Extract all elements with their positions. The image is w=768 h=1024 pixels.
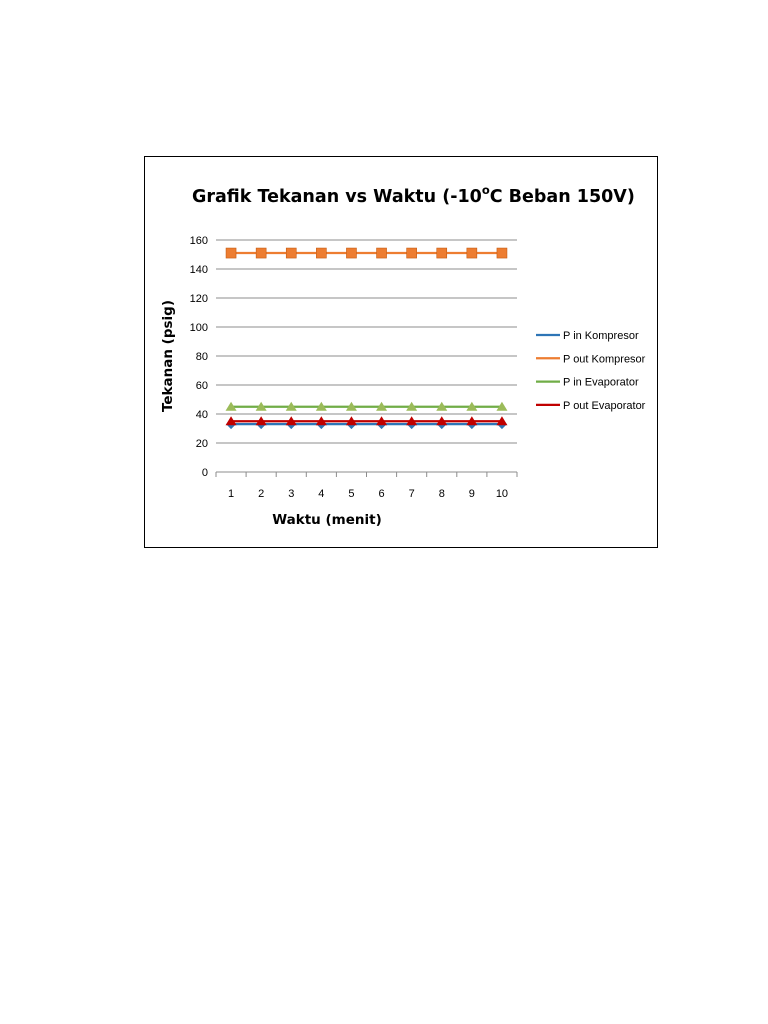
data-point — [225, 247, 237, 259]
x-tick-label: 6 — [378, 488, 384, 500]
y-tick-label: 100 — [190, 322, 208, 334]
legend-label: P out Evaporator — [563, 400, 646, 412]
data-point — [255, 247, 267, 259]
x-tick-label: 1 — [228, 488, 234, 500]
data-point — [496, 247, 508, 259]
series-3 — [225, 416, 508, 426]
data-point — [376, 247, 387, 259]
data-point — [496, 416, 508, 426]
data-point — [225, 416, 237, 426]
data-point — [285, 416, 297, 426]
x-tick-label: 8 — [439, 488, 445, 500]
data-point — [406, 247, 417, 259]
data-point — [406, 401, 418, 411]
chart-frame: Grafik Tekanan vs Waktu (-10oC Beban 150… — [144, 156, 658, 548]
chart-canvas: Grafik Tekanan vs Waktu (-10oC Beban 150… — [160, 183, 646, 528]
y-tick-label: 160 — [190, 235, 208, 247]
axes: 0 20 40 60 80 100 120 140 160 1 2 3 4 5 6 7 8 9 10 — [190, 235, 518, 500]
series-2 — [225, 401, 508, 411]
chart-title: Grafik Tekanan vs Waktu (-10oC Beban 150… — [192, 183, 635, 207]
x-tick-label: 3 — [288, 488, 294, 500]
data-point — [466, 247, 478, 259]
y-tick-label: 60 — [196, 380, 208, 392]
y-tick-label: 80 — [196, 351, 208, 363]
y-tick-label: 0 — [202, 467, 208, 479]
data-point — [436, 247, 448, 259]
legend-item: P out Evaporator — [536, 400, 646, 412]
y-tick-label: 20 — [196, 438, 208, 450]
data-point — [316, 247, 327, 259]
legend-item: P in Evaporator — [536, 377, 639, 389]
data-point — [315, 416, 327, 426]
y-tick-label: 40 — [196, 409, 208, 421]
legend-label: P in Evaporator — [563, 377, 639, 389]
series-layer — [225, 247, 508, 430]
legend-label: P out Kompresor — [563, 353, 646, 365]
chart-title-main: Grafik Tekanan vs Waktu (-10 — [192, 187, 482, 207]
y-axis-title: Tekanan (psig) — [160, 300, 176, 412]
x-tick-label: 4 — [318, 488, 324, 500]
legend: P in Kompresor P out Kompresor P in Evapor… — [536, 330, 646, 412]
x-tick-label: 9 — [469, 488, 475, 500]
legend-item: P out Kompresor — [536, 353, 646, 365]
data-point — [285, 247, 297, 259]
data-point — [406, 416, 418, 426]
data-point — [346, 247, 357, 259]
x-tick-label: 5 — [348, 488, 354, 500]
legend-label: P in Kompresor — [563, 330, 639, 342]
data-point — [496, 401, 508, 411]
data-point — [285, 401, 297, 411]
x-tick-label: 10 — [496, 488, 508, 500]
y-tick-label: 140 — [190, 264, 208, 276]
data-point — [255, 416, 267, 426]
data-point — [466, 416, 478, 426]
data-point — [436, 416, 448, 426]
data-point — [255, 401, 267, 411]
chart-title-superscript: o — [482, 183, 490, 197]
data-point — [225, 401, 237, 411]
data-point — [436, 401, 448, 411]
data-point — [376, 416, 388, 426]
y-tick-label: 120 — [190, 293, 208, 305]
legend-item: P in Kompresor — [536, 330, 639, 342]
data-point — [345, 401, 357, 411]
x-axis-title: Waktu (menit) — [272, 512, 382, 528]
data-point — [466, 401, 478, 411]
series-1 — [225, 247, 508, 259]
x-tick-label: 2 — [258, 488, 264, 500]
x-tick-label: 7 — [409, 488, 415, 500]
gridlines — [216, 239, 517, 473]
data-point — [376, 401, 388, 411]
data-point — [315, 401, 327, 411]
chart-title-suffix: C Beban 150V) — [490, 187, 635, 207]
data-point — [345, 416, 357, 426]
